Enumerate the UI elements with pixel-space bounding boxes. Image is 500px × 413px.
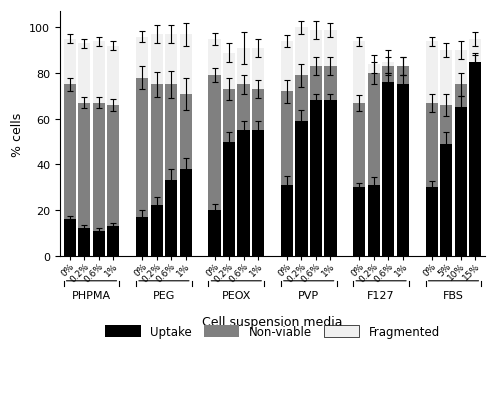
- Text: PVP: PVP: [298, 290, 320, 300]
- Bar: [469, 62, 482, 256]
- Bar: [382, 67, 394, 83]
- Bar: [310, 31, 322, 67]
- Bar: [396, 85, 409, 256]
- Bar: [107, 226, 120, 256]
- Text: F127: F127: [368, 290, 395, 300]
- Bar: [92, 42, 105, 104]
- Bar: [440, 106, 452, 145]
- Bar: [136, 217, 148, 256]
- Bar: [426, 188, 438, 256]
- Bar: [296, 28, 308, 76]
- Bar: [78, 229, 90, 256]
- Bar: [281, 42, 293, 92]
- Bar: [107, 47, 120, 106]
- Bar: [165, 85, 177, 181]
- Bar: [396, 67, 409, 85]
- Bar: [208, 211, 220, 256]
- Bar: [281, 92, 293, 185]
- Bar: [136, 78, 148, 217]
- Bar: [136, 38, 148, 78]
- Text: PEG: PEG: [152, 290, 175, 300]
- Bar: [252, 90, 264, 131]
- Bar: [440, 51, 452, 106]
- Bar: [180, 169, 192, 256]
- Bar: [150, 35, 163, 85]
- Bar: [78, 104, 90, 229]
- Bar: [454, 108, 467, 256]
- Bar: [238, 49, 250, 85]
- Bar: [368, 74, 380, 185]
- Bar: [426, 104, 438, 188]
- Bar: [281, 185, 293, 256]
- Bar: [382, 83, 394, 256]
- Bar: [150, 206, 163, 256]
- Bar: [107, 106, 120, 226]
- Bar: [353, 188, 366, 256]
- Bar: [324, 67, 336, 101]
- Bar: [296, 122, 308, 256]
- Bar: [324, 31, 336, 67]
- Bar: [64, 40, 76, 85]
- Text: PHPMA: PHPMA: [72, 290, 111, 300]
- Bar: [78, 44, 90, 104]
- Bar: [353, 42, 366, 104]
- Bar: [238, 85, 250, 131]
- Bar: [310, 67, 322, 101]
- Bar: [180, 95, 192, 169]
- Text: FBS: FBS: [443, 290, 464, 300]
- Bar: [382, 62, 394, 67]
- Bar: [353, 104, 366, 188]
- Bar: [180, 35, 192, 95]
- Bar: [426, 42, 438, 104]
- Bar: [92, 104, 105, 231]
- Bar: [296, 76, 308, 122]
- Bar: [252, 131, 264, 256]
- Bar: [310, 101, 322, 256]
- Bar: [454, 51, 467, 85]
- Bar: [454, 85, 467, 108]
- Bar: [64, 85, 76, 220]
- Bar: [165, 181, 177, 256]
- Bar: [223, 142, 235, 256]
- Bar: [368, 65, 380, 74]
- Bar: [469, 40, 482, 62]
- Bar: [92, 231, 105, 256]
- Text: Cell suspension media: Cell suspension media: [202, 315, 343, 328]
- Bar: [223, 53, 235, 90]
- Legend: Uptake, Non-viable, Fragmented: Uptake, Non-viable, Fragmented: [100, 320, 444, 343]
- Bar: [368, 185, 380, 256]
- Bar: [64, 220, 76, 256]
- Text: PEOX: PEOX: [222, 290, 251, 300]
- Bar: [324, 101, 336, 256]
- Bar: [238, 131, 250, 256]
- Bar: [165, 35, 177, 85]
- Bar: [440, 145, 452, 256]
- Bar: [223, 90, 235, 142]
- Bar: [252, 49, 264, 90]
- Bar: [208, 76, 220, 211]
- Bar: [150, 85, 163, 206]
- Y-axis label: % cells: % cells: [10, 112, 24, 156]
- Bar: [208, 40, 220, 76]
